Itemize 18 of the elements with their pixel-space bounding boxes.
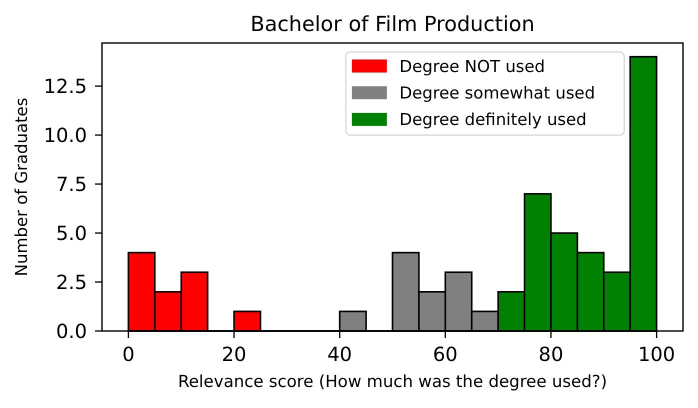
y-tick-label: 7.5 — [56, 172, 87, 196]
x-tick-label: 40 — [327, 343, 352, 366]
legend-label: Degree somewhat used — [399, 83, 596, 102]
y-tick-label: 0.0 — [56, 320, 87, 343]
y-tick-label: 10.0 — [44, 124, 87, 147]
x-tick-label: 0 — [122, 343, 135, 366]
y-tick-label: 5.0 — [56, 222, 87, 245]
x-tick-label: 60 — [432, 343, 458, 366]
chart-title: Bachelor of Film Production — [250, 12, 535, 36]
y-tick-label: 2.5 — [56, 270, 87, 294]
x-axis-title: Relevance score (How much was the degree used?) — [178, 372, 608, 391]
y-axis-title: Number of Graduates — [12, 98, 31, 276]
legend-label: Degree NOT used — [399, 56, 546, 76]
legend-label: Degree definitely used — [399, 110, 587, 130]
y-tick-label: 12.5 — [44, 74, 87, 98]
x-tick-label: 80 — [538, 343, 564, 366]
x-tick-label: 20 — [222, 343, 246, 366]
x-tick-label: 100 — [638, 343, 676, 366]
